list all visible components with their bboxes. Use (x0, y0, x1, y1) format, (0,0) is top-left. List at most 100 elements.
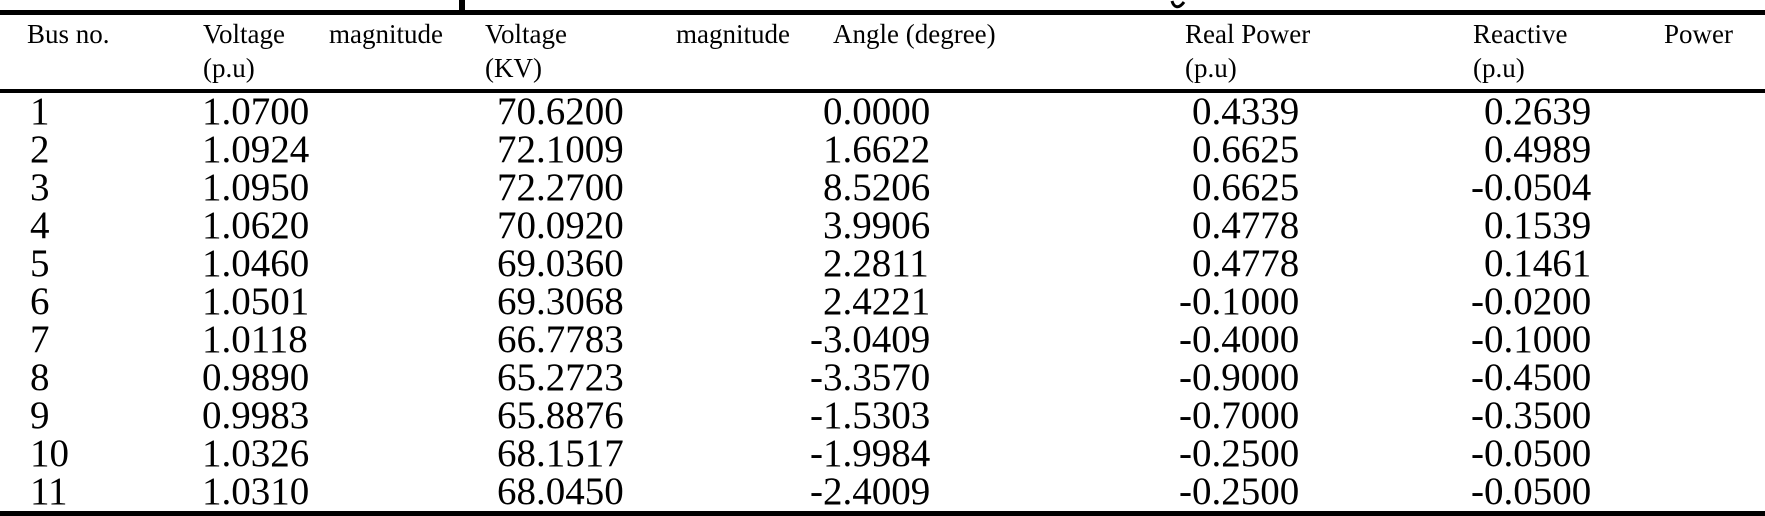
column-header-reactive-power: Reactive Power (p.u) (1468, 12, 1765, 93)
table-cell: -0.0504 (1468, 168, 1765, 207)
cell-value: 1.0924 (202, 128, 310, 171)
table-cell: 1.0700 (190, 91, 480, 131)
cell-value: 68.0450 (497, 470, 624, 513)
cell-value: -0.2500 (1179, 432, 1300, 475)
table-cell: -0.3500 (1468, 394, 1765, 437)
column-header-bus-no: Bus no. (0, 12, 190, 93)
table-cell: -0.2500 (1175, 470, 1468, 514)
caption-fragment-stem (459, 0, 465, 10)
table-cell: 69.3068 (480, 280, 820, 323)
cell-value: 1.0501 (202, 280, 310, 323)
cell-value: -0.0200 (1471, 280, 1592, 323)
cell-value: 65.8876 (497, 394, 624, 437)
table-cell: 6 (0, 282, 190, 321)
column-header-voltage-kv: Voltage magnitude (KV) (480, 12, 820, 93)
table-cell: 8 (0, 356, 190, 399)
cell-value: -0.0500 (1471, 470, 1592, 513)
table-cell: 1.0620 (190, 206, 480, 245)
table-cell: 1.0310 (190, 472, 480, 514)
table-cell: 3.9906 (820, 206, 1175, 245)
cell-value: 0.1539 (1484, 204, 1592, 247)
cell-value: 0.4778 (1192, 204, 1300, 247)
cell-value: 69.3068 (497, 280, 624, 323)
cell-value: -1.9984 (810, 432, 931, 475)
table-cell: 9 (0, 394, 190, 437)
cell-value: 1.0700 (202, 90, 310, 133)
column-header-real-power: Real Power (p.u) (1175, 12, 1468, 93)
table-row: 3 1.0950 72.2700 8.5206 0.6625 -0.0504 (0, 166, 1765, 209)
cell-value: 8.5206 (823, 166, 931, 209)
table-cell: 69.0360 (480, 244, 820, 283)
cell-value: 72.1009 (497, 128, 624, 171)
header-word: magnitude (676, 19, 790, 49)
cell-value: -0.9000 (1179, 356, 1300, 399)
cell-value: 0.9890 (202, 356, 310, 399)
table-row: 7 1.0118 66.7783 -3.0409 -0.4000 -0.1000 (0, 318, 1765, 361)
table-row: 11 1.0310 68.0450 -2.4009 -0.2500 -0.0500 (0, 470, 1765, 514)
table-cell: 66.7783 (480, 320, 820, 359)
table-cell: 1 (0, 91, 190, 131)
table-cell: 0.2639 (1468, 91, 1765, 131)
cell-value: -0.4000 (1179, 318, 1300, 361)
table-cell: 68.0450 (480, 470, 820, 514)
header-row: Bus no. Voltage magnitude (p.u) Voltage … (0, 12, 1765, 93)
cell-value: -3.3570 (810, 356, 931, 399)
cell-value: 0.0000 (823, 90, 931, 133)
table-cell: 65.8876 (480, 394, 820, 437)
cell-value: 0.4778 (1192, 242, 1300, 285)
table-cell: 1.0924 (190, 128, 480, 171)
cell-value: 4 (30, 204, 50, 247)
table-cell: 0.6625 (1175, 168, 1468, 207)
cell-value: 0.9983 (202, 394, 310, 437)
table-cell: 0.6625 (1175, 128, 1468, 171)
table-cell: -0.0200 (1468, 280, 1765, 323)
cell-value: -0.3500 (1471, 394, 1592, 437)
header-unit: (p.u) (203, 53, 255, 83)
cell-value: -0.2500 (1179, 470, 1300, 513)
table-cell: 7 (0, 320, 190, 359)
cell-value: 68.1517 (497, 432, 624, 475)
cell-value: 5 (30, 242, 50, 285)
cell-value: 10 (30, 432, 69, 475)
table-cell: -0.0500 (1468, 470, 1765, 514)
table-header: Bus no. Voltage magnitude (p.u) Voltage … (0, 12, 1765, 93)
header-unit: (p.u) (1185, 53, 1237, 83)
cell-value: 1.6622 (823, 128, 931, 171)
cell-value: 2 (30, 128, 50, 171)
table-row: 10 1.0326 68.1517 -1.9984 -0.2500 -0.0500 (0, 432, 1765, 475)
cell-value: 1.0326 (202, 432, 310, 475)
header-word: Power (1664, 19, 1733, 49)
header-line1: Reactive Power (1473, 17, 1733, 51)
cell-value: 3 (30, 166, 50, 209)
header-label: Angle (degree) (833, 19, 996, 49)
header-line1: Voltage magnitude (203, 17, 443, 51)
cell-value: -0.7000 (1179, 394, 1300, 437)
table-cell: 68.1517 (480, 432, 820, 475)
table-cell: 1.0118 (190, 320, 480, 359)
table-cell: -0.9000 (1175, 356, 1468, 399)
column-header-voltage-pu: Voltage magnitude (p.u) (190, 12, 480, 93)
table-cell: 1.6622 (820, 128, 1175, 171)
table-cell: 11 (0, 472, 190, 514)
table-cell: 0.9890 (190, 356, 480, 399)
table-row: 9 0.9983 65.8876 -1.5303 -0.7000 -0.3500 (0, 394, 1765, 437)
table-cell: -0.7000 (1175, 394, 1468, 437)
header-unit: (KV) (485, 53, 542, 83)
cell-value: -2.4009 (810, 470, 931, 513)
table-cell: 3 (0, 166, 190, 209)
table-cell: 65.2723 (480, 358, 820, 397)
table-cell: -1.5303 (810, 396, 1175, 435)
table-cell: -3.3570 (810, 358, 1175, 397)
table-cell: 72.2700 (480, 168, 820, 207)
cell-value: 8 (30, 356, 50, 399)
cell-value: 9 (30, 394, 50, 437)
cell-value: 0.4989 (1484, 128, 1592, 171)
header-word: magnitude (329, 19, 443, 49)
table-cell: 72.1009 (480, 128, 820, 171)
table-cell: 4 (0, 204, 190, 247)
table-cell: 1.0326 (190, 432, 480, 475)
table-row: 5 1.0460 69.0360 2.2811 0.4778 0.1461 (0, 242, 1765, 285)
table-cell: -0.1000 (1468, 320, 1765, 359)
cell-value: 0.6625 (1192, 128, 1300, 171)
